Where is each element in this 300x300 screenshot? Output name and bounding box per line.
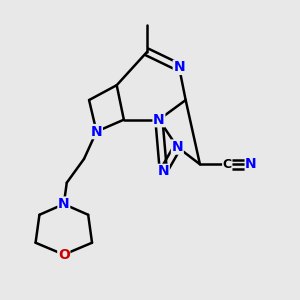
- Text: N: N: [173, 60, 185, 74]
- Text: N: N: [153, 113, 165, 127]
- Text: N: N: [158, 164, 169, 178]
- Text: N: N: [172, 140, 183, 154]
- Text: N: N: [91, 124, 102, 139]
- Text: C: C: [223, 158, 232, 171]
- Text: N: N: [58, 197, 70, 211]
- Text: O: O: [58, 248, 70, 262]
- Text: N: N: [245, 157, 257, 171]
